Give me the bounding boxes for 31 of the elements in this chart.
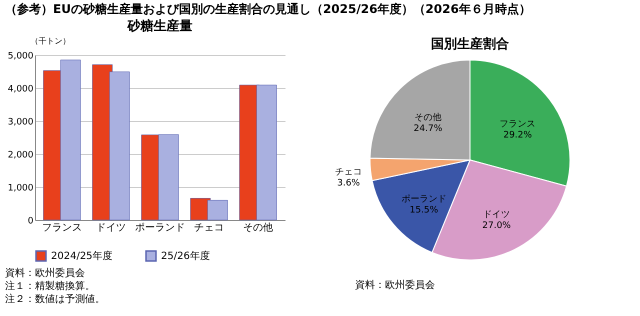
- text: 注２：数値は予測値。: [5, 293, 105, 305]
- chart-subtitle: 砂糖生産量: [126, 18, 192, 34]
- slice-label: その他: [414, 112, 442, 124]
- slice-label: ポーランド: [401, 194, 446, 204]
- data-label: 29.2%: [503, 130, 532, 141]
- slice-label: フランス: [500, 120, 536, 130]
- legend-label: 25/26年度: [161, 250, 210, 262]
- chart-title: 国別生産割合: [431, 36, 509, 52]
- x-tick-label: ポーランド: [135, 222, 185, 234]
- data-label: 27.0%: [482, 220, 512, 231]
- y-tick-label: 4,000: [8, 84, 34, 94]
- text: 注１：精製糖換算。: [5, 280, 95, 292]
- text: 資料：欧州委員会: [355, 279, 435, 291]
- y-tick-label: 1,000: [8, 184, 34, 194]
- data-label: 15.5%: [410, 205, 439, 216]
- x-tick-label: その他: [243, 222, 274, 234]
- legend-label: 2024/25年度: [51, 250, 113, 262]
- y-axis-title: （千トン）: [30, 36, 70, 46]
- x-tick-label: チェコ: [194, 222, 224, 234]
- slice-label: ドイツ: [483, 210, 510, 220]
- text: 資料：欧州委員会: [5, 267, 85, 279]
- y-tick-label: 5,000: [8, 52, 34, 62]
- data-label: 3.6%: [337, 178, 360, 188]
- y-tick-label: 0: [28, 216, 34, 226]
- data-label: 24.7%: [414, 124, 443, 134]
- slice-label: チェコ: [335, 167, 362, 178]
- x-tick-label: ドイツ: [96, 222, 126, 234]
- y-tick-label: 2,000: [8, 150, 34, 160]
- chart-title: （参考）EUの砂糖生産量および国別の生産割合の見通し（2025/26年度）（2026年６月時点）: [5, 2, 531, 16]
- x-tick-label: フランス: [42, 222, 82, 234]
- y-tick-label: 3,000: [8, 118, 34, 128]
